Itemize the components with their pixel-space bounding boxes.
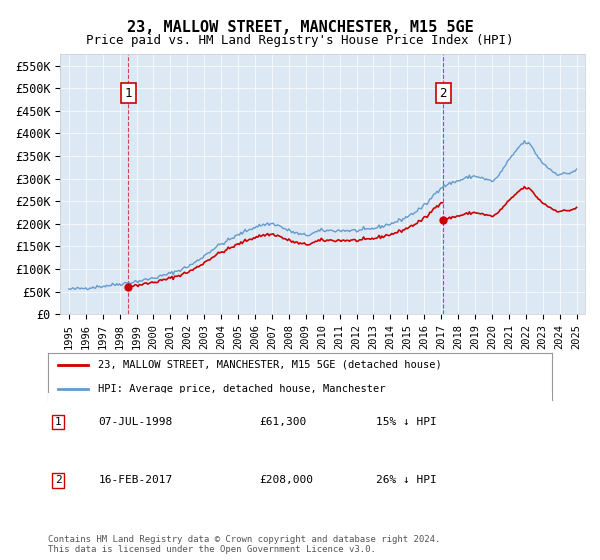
Text: Contains HM Land Registry data © Crown copyright and database right 2024.
This d: Contains HM Land Registry data © Crown c…: [48, 535, 440, 554]
Text: 15% ↓ HPI: 15% ↓ HPI: [376, 417, 436, 427]
Text: 23, MALLOW STREET, MANCHESTER, M15 5GE (detached house): 23, MALLOW STREET, MANCHESTER, M15 5GE (…: [98, 360, 442, 370]
Text: 16-FEB-2017: 16-FEB-2017: [98, 475, 173, 486]
Text: HPI: Average price, detached house, Manchester: HPI: Average price, detached house, Manc…: [98, 384, 386, 394]
Text: 1: 1: [55, 417, 61, 427]
Text: 1: 1: [125, 87, 132, 100]
Text: 23, MALLOW STREET, MANCHESTER, M15 5GE: 23, MALLOW STREET, MANCHESTER, M15 5GE: [127, 20, 473, 35]
Text: 2: 2: [55, 475, 61, 486]
Text: £208,000: £208,000: [260, 475, 314, 486]
Text: 2: 2: [439, 87, 447, 100]
Text: 07-JUL-1998: 07-JUL-1998: [98, 417, 173, 427]
Text: Price paid vs. HM Land Registry's House Price Index (HPI): Price paid vs. HM Land Registry's House …: [86, 34, 514, 46]
Text: £61,300: £61,300: [260, 417, 307, 427]
Text: 26% ↓ HPI: 26% ↓ HPI: [376, 475, 436, 486]
